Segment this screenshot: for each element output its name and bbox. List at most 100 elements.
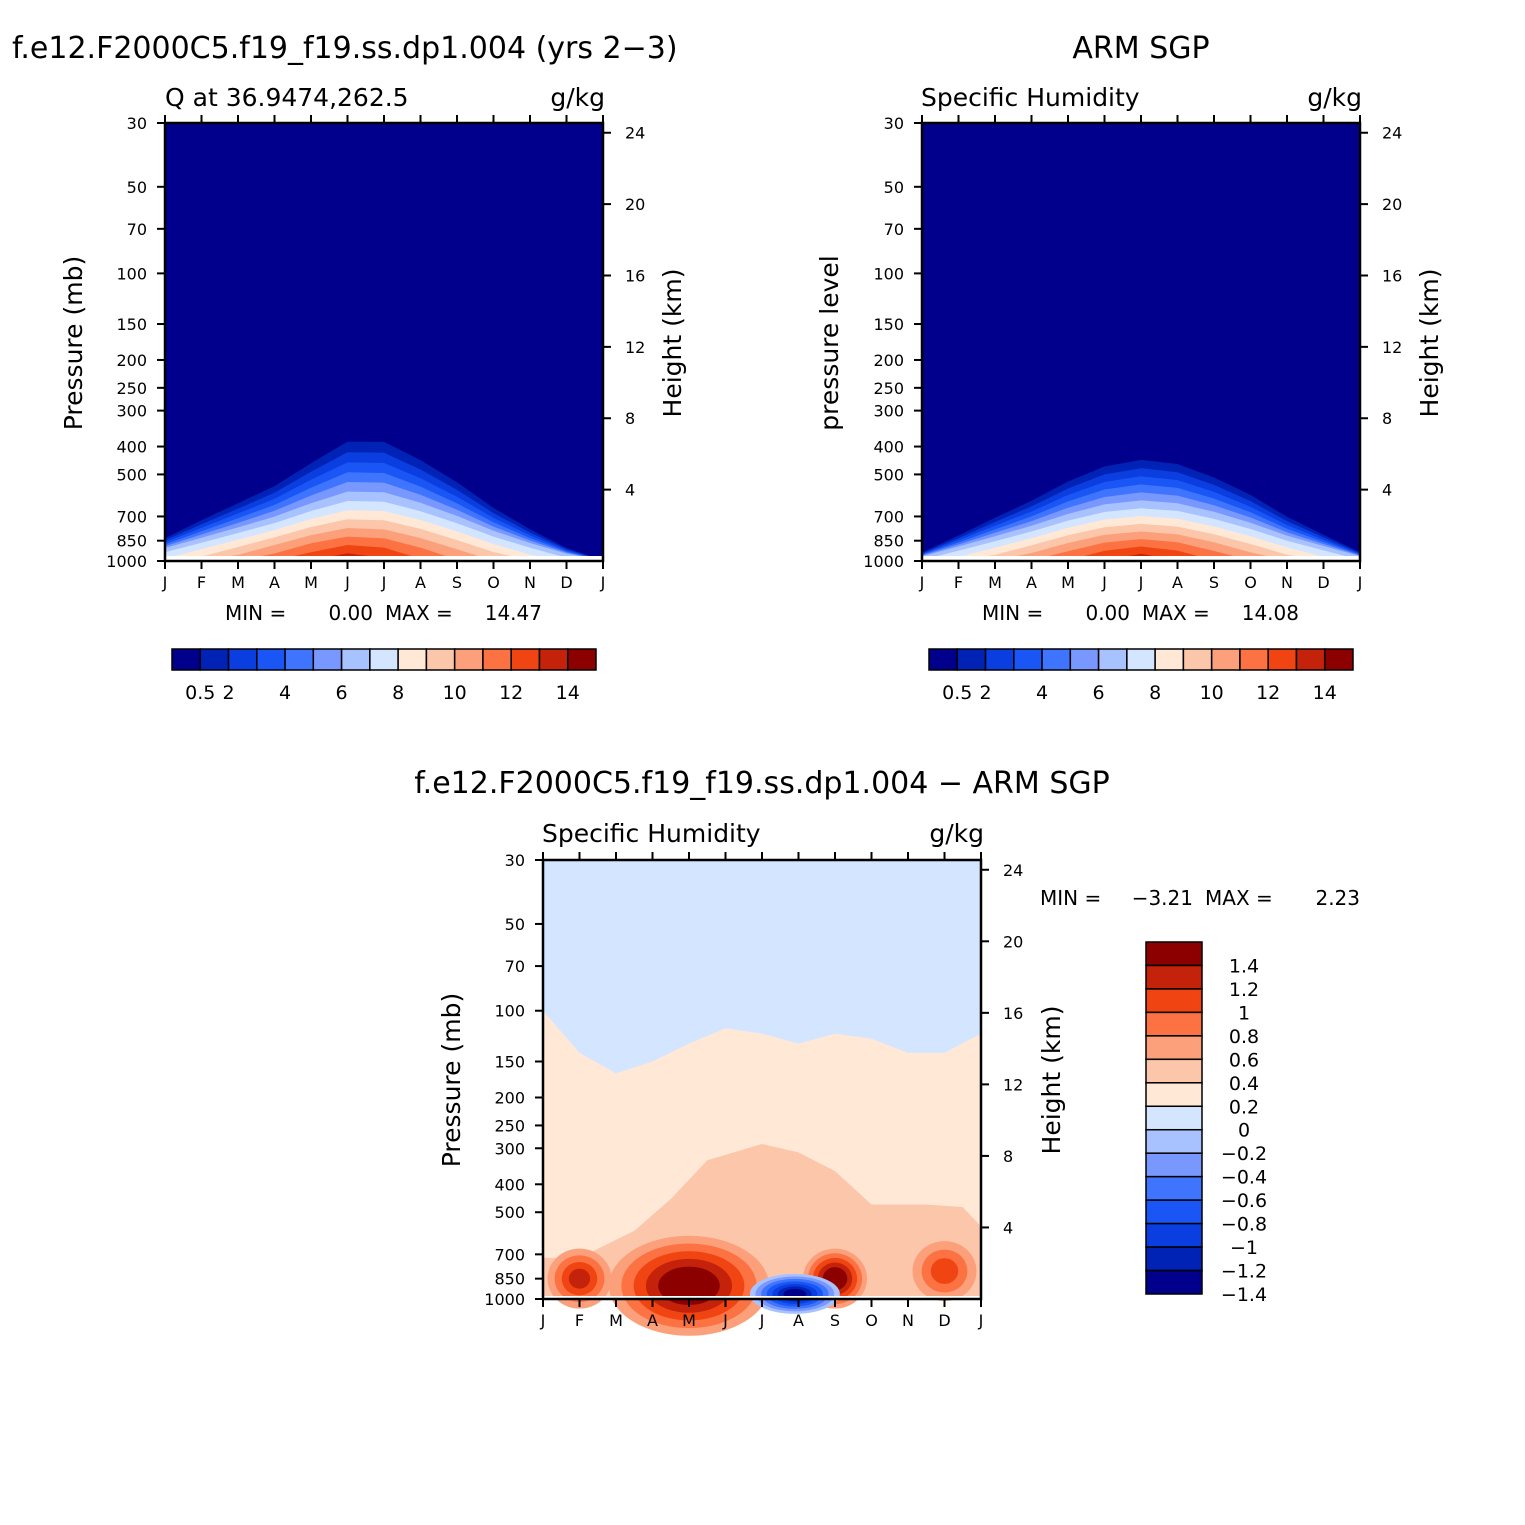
panel-diff-axes: J F M A M J J A S O N D J 30 50 70 100 150 200 250 300 400 500… bbox=[484, 851, 1023, 1330]
y-right-tick-label: 16 bbox=[1382, 266, 1402, 285]
colorbar-swatch bbox=[256, 648, 286, 671]
y-tick-label: 850 bbox=[494, 1270, 525, 1289]
x-tick-label: N bbox=[902, 1311, 914, 1330]
y-tick-label: 850 bbox=[116, 532, 147, 551]
panel-diff-colorbar: 1.41.210.80.60.40.20−0.2−0.4−0.6−0.8−1−1… bbox=[1145, 941, 1267, 1306]
y-tick-label: 50 bbox=[127, 178, 147, 197]
colorbar-swatch bbox=[369, 648, 399, 671]
colorbar-swatch bbox=[453, 648, 484, 671]
y-tick-label: 250 bbox=[873, 379, 904, 398]
y-tick-label: 300 bbox=[494, 1139, 525, 1158]
colorbar-swatch bbox=[171, 648, 202, 671]
x-tick-label: D bbox=[560, 573, 572, 592]
contour-blob bbox=[827, 1271, 843, 1286]
y-tick-label: 300 bbox=[116, 402, 147, 421]
colorbar-swatch bbox=[1154, 648, 1185, 671]
panel-obs-min-value: 0.00 bbox=[1085, 601, 1130, 625]
colorbar-swatch bbox=[227, 648, 258, 671]
colorbar-swatch bbox=[1145, 1128, 1203, 1154]
panel-obs-colorbar: 0.5 2 4 6 8 10 12 14 bbox=[928, 648, 1354, 704]
x-tick-label: A bbox=[415, 573, 426, 592]
x-tick-label: J bbox=[1357, 573, 1363, 592]
y-tick-label: 70 bbox=[505, 957, 525, 976]
panel-obs: ARM SGP Specific Humidity g/kg J F M A M J J A S… bbox=[815, 31, 1444, 704]
x-tick-label: A bbox=[793, 1311, 804, 1330]
y-tick-label: 150 bbox=[494, 1052, 525, 1071]
y-right-tick-label: 4 bbox=[625, 481, 635, 500]
colorbar-label: −0.4 bbox=[1221, 1167, 1267, 1189]
y-tick-label: 250 bbox=[116, 379, 147, 398]
colorbar-swatch bbox=[1145, 1035, 1203, 1061]
contour-blob bbox=[568, 1268, 591, 1289]
x-tick-label: J bbox=[600, 573, 606, 592]
panel-diff: f.e12.F2000C5.f19_f19.ss.dp1.004 − ARM S… bbox=[414, 766, 1360, 1336]
panel-diff-max-value: 2.23 bbox=[1315, 886, 1360, 910]
panel-model-figure-title: f.e12.F2000C5.f19_f19.ss.dp1.004 (yrs 2−… bbox=[12, 31, 678, 66]
colorbar-label: 0.5 bbox=[185, 682, 215, 704]
x-tick-label: S bbox=[1209, 573, 1219, 592]
x-tick-label: O bbox=[1244, 573, 1257, 592]
colorbar-swatch bbox=[1145, 964, 1203, 990]
x-tick-label: J bbox=[1138, 573, 1144, 592]
colorbar-swatch bbox=[1145, 1222, 1203, 1248]
colorbar-label: 0.6 bbox=[1229, 1049, 1259, 1071]
panel-diff-max-label: MAX = bbox=[1205, 886, 1273, 910]
surface-mask bbox=[922, 556, 1360, 561]
y-tick-label: 700 bbox=[494, 1245, 525, 1264]
x-tick-label: F bbox=[954, 573, 963, 592]
x-tick-label: F bbox=[197, 573, 206, 592]
colorbar-swatch bbox=[284, 648, 315, 671]
colorbar-label: 1 bbox=[1238, 1002, 1250, 1024]
y-tick-label: 1000 bbox=[863, 552, 904, 571]
x-tick-label: A bbox=[647, 1311, 658, 1330]
x-tick-label: O bbox=[865, 1311, 878, 1330]
colorbar-label: −0.2 bbox=[1221, 1143, 1267, 1165]
panel-diff-figure-title: f.e12.F2000C5.f19_f19.ss.dp1.004 − ARM S… bbox=[414, 766, 1109, 801]
colorbar-swatch bbox=[1145, 1152, 1203, 1178]
y-tick-label: 30 bbox=[505, 851, 525, 870]
panel-obs-figure-title: ARM SGP bbox=[1072, 31, 1209, 66]
x-tick-label: J bbox=[540, 1311, 546, 1330]
x-tick-label: D bbox=[1317, 573, 1329, 592]
colorbar-label: −1 bbox=[1230, 1237, 1258, 1259]
colorbar-label: 2 bbox=[222, 682, 234, 704]
panel-model-min-value: 0.00 bbox=[328, 601, 373, 625]
panel-model-max-value: 14.47 bbox=[485, 601, 542, 625]
colorbar-swatch bbox=[1097, 648, 1128, 671]
x-tick-label: N bbox=[524, 573, 536, 592]
x-tick-label: A bbox=[1172, 573, 1183, 592]
colorbar-swatch bbox=[482, 648, 512, 671]
y-right-tick-label: 20 bbox=[1382, 195, 1402, 214]
x-tick-label: A bbox=[1026, 573, 1037, 592]
colorbar-label: 12 bbox=[499, 682, 523, 704]
colorbar-swatch bbox=[1210, 648, 1241, 671]
y-tick-label: 1000 bbox=[484, 1290, 525, 1309]
y-tick-label: 30 bbox=[127, 114, 147, 133]
y-tick-label: 100 bbox=[116, 264, 147, 283]
panel-obs-max-label: MAX = bbox=[1142, 601, 1210, 625]
x-tick-label: S bbox=[452, 573, 462, 592]
colorbar-swatch bbox=[1267, 648, 1298, 671]
y-right-tick-label: 8 bbox=[625, 409, 635, 428]
panel-model-colorbar: 0.5 2 4 6 8 10 12 14 bbox=[171, 648, 597, 704]
panel-obs-left-title: Specific Humidity bbox=[921, 83, 1140, 112]
colorbar-swatch bbox=[425, 648, 456, 671]
y-tick-label: 500 bbox=[494, 1203, 525, 1222]
colorbar-swatch bbox=[1145, 1011, 1203, 1037]
panel-model-contour-plot bbox=[165, 123, 603, 561]
y-tick-label: 700 bbox=[116, 507, 147, 526]
x-tick-label: J bbox=[162, 573, 168, 592]
colorbar-label: 8 bbox=[392, 682, 404, 704]
contour-blob bbox=[670, 1274, 708, 1298]
y-right-tick-label: 12 bbox=[625, 338, 645, 357]
x-tick-label: D bbox=[938, 1311, 950, 1330]
panel-obs-axes: J F M A M J J A S O N D J 30 50 70 100 150 200 250 300 400 500… bbox=[863, 114, 1402, 592]
y-right-tick-label: 8 bbox=[1382, 409, 1392, 428]
colorbar-swatch bbox=[1069, 648, 1100, 671]
panel-model-axes: J F M A M J J A S O N D J 30 50 70 100 150 200 250 300 400 500… bbox=[106, 114, 645, 592]
panel-model-ylabel-right: Height (km) bbox=[658, 269, 687, 418]
colorbar-label: 8 bbox=[1149, 682, 1161, 704]
y-tick-label: 400 bbox=[873, 438, 904, 457]
colorbar-swatch bbox=[566, 648, 597, 671]
